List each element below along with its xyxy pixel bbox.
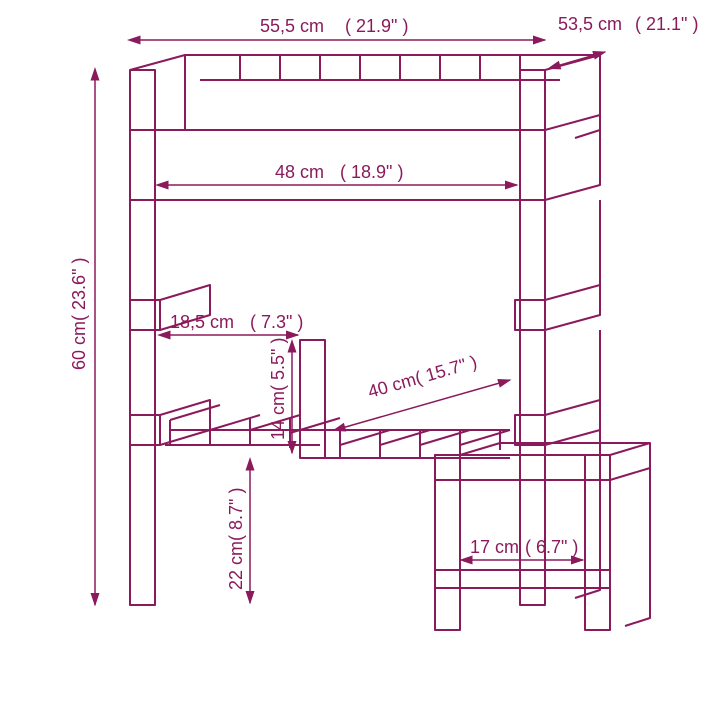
dim-label-inner-width: 48 cm xyxy=(275,162,324,182)
top-slats xyxy=(240,55,520,80)
dim-label-top-depth-in: ( 21.1" ) xyxy=(635,14,698,34)
right-rail-side xyxy=(545,115,600,200)
dimension-annotations: 55,5 cm ( 21.9" ) 53,5 cm ( 21.1" ) 48 c… xyxy=(69,14,698,605)
left-low-rail-side xyxy=(160,400,210,445)
dim-label-left-height: 60 cm( 23.6" ) xyxy=(69,258,89,370)
dim-label-top-depth: 53,5 cm xyxy=(558,14,622,34)
dim-label-step-width: 17 cm xyxy=(470,537,519,557)
dim-label-top-width: 55,5 cm xyxy=(260,16,324,36)
dim-label-shelf-width: 18,5 cm xyxy=(170,312,234,332)
top-back-edge xyxy=(130,55,600,70)
shelf-slats xyxy=(165,405,510,458)
dim-label-top-width-in: ( 21.9" ) xyxy=(345,16,408,36)
dim-label-leg-clearance: 22 cm( 8.7" ) xyxy=(226,488,246,590)
back-right-leg-top xyxy=(575,70,600,138)
dim-arrow-inner-depth xyxy=(335,380,510,430)
front-top-rail xyxy=(130,130,545,200)
front-divider xyxy=(300,340,325,458)
dim-label-shelf-width-in: ( 7.3" ) xyxy=(250,312,303,332)
dim-label-shelf-height: 14 cm( 5.5" ) xyxy=(268,338,288,440)
front-right-leg xyxy=(520,70,545,605)
right-mid-rail-side xyxy=(545,285,600,330)
right-low-rail-side xyxy=(545,400,600,445)
front-left-leg xyxy=(130,70,155,605)
dim-label-step-width-in: ( 6.7" ) xyxy=(525,537,578,557)
dim-label-inner-width-in: ( 18.9" ) xyxy=(340,162,403,182)
